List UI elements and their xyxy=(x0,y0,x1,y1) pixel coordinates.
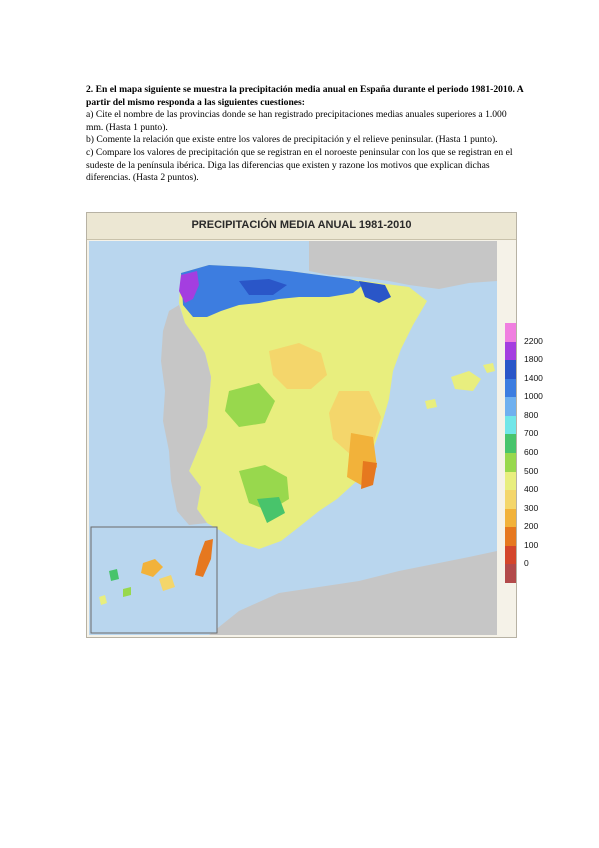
legend-swatch xyxy=(505,360,516,379)
legend-label: 300 xyxy=(524,502,539,513)
portugal-land xyxy=(161,305,211,525)
balearic-islands xyxy=(451,371,481,391)
legend-swatch xyxy=(505,397,516,416)
gran-canaria xyxy=(159,575,175,591)
precipitation-map: PRECIPITACIÓN MEDIA ANUAL 1981-2010 xyxy=(86,212,517,638)
legend-swatch xyxy=(505,527,516,546)
legend-swatch xyxy=(505,378,516,398)
legend-label: 800 xyxy=(524,409,539,420)
legend-swatch xyxy=(505,415,516,435)
legend-swatch xyxy=(505,545,516,565)
legend-swatch xyxy=(505,471,516,491)
legend-label: 0 xyxy=(524,558,529,569)
legend-label: 2200 xyxy=(524,335,543,346)
legend-swatch xyxy=(505,564,516,583)
question-item-b: b) Comente la relación que existe entre … xyxy=(86,134,498,146)
ibiza xyxy=(425,399,437,409)
canary-inset xyxy=(90,526,218,634)
legend-swatch xyxy=(505,453,516,472)
southeast-very-dry xyxy=(361,461,377,489)
spain-map-image xyxy=(89,241,497,635)
menorca xyxy=(483,363,495,373)
legend-label: 700 xyxy=(524,428,539,439)
map-title: PRECIPITACIÓN MEDIA ANUAL 1981-2010 xyxy=(191,219,412,231)
galicia-peak xyxy=(179,271,199,303)
legend-label: 1800 xyxy=(524,354,543,365)
legend-label: 1000 xyxy=(524,391,543,402)
cantabria-wet xyxy=(239,279,287,295)
legend-color-bar xyxy=(505,323,516,583)
legend-label: 600 xyxy=(524,447,539,457)
lanzarote-fuerteventura xyxy=(195,539,213,577)
france-land xyxy=(309,241,497,289)
question-number: 2. xyxy=(86,84,94,95)
tenerife xyxy=(141,559,163,577)
question-title: 2. En el mapa siguiente se muestra la pr… xyxy=(86,84,526,109)
legend-label: 400 xyxy=(524,484,539,495)
legend-label: 200 xyxy=(524,521,539,532)
legend-swatch xyxy=(505,508,516,528)
la-gomera xyxy=(123,587,131,597)
interior-dry-1 xyxy=(269,343,327,389)
legend-swatch xyxy=(505,490,516,509)
map-title-bar: PRECIPITACIÓN MEDIA ANUAL 1981-2010 xyxy=(87,213,516,240)
legend-swatch xyxy=(505,323,516,342)
question-item-c: c) Compare los valores de precipitación … xyxy=(86,146,513,184)
question-block: 2. En el mapa siguiente se muestra la pr… xyxy=(86,84,526,185)
legend-label: 500 xyxy=(524,465,539,476)
center-west-green xyxy=(225,383,275,427)
legend-label: 100 xyxy=(524,539,539,550)
question-heading: En el mapa siguiente se muestra la preci… xyxy=(86,84,524,108)
el-hierro xyxy=(99,595,107,605)
peninsula-land xyxy=(179,265,427,549)
legend-swatch xyxy=(505,341,516,361)
pyrenees-wet xyxy=(359,281,391,303)
africa-land xyxy=(209,551,497,635)
south-wet xyxy=(257,497,285,523)
legend-swatch xyxy=(505,434,516,453)
la-palma xyxy=(109,569,119,581)
legend-label: 1400 xyxy=(524,372,543,383)
question-item-a: a) Cite el nombre de las provincias dond… xyxy=(86,109,507,133)
